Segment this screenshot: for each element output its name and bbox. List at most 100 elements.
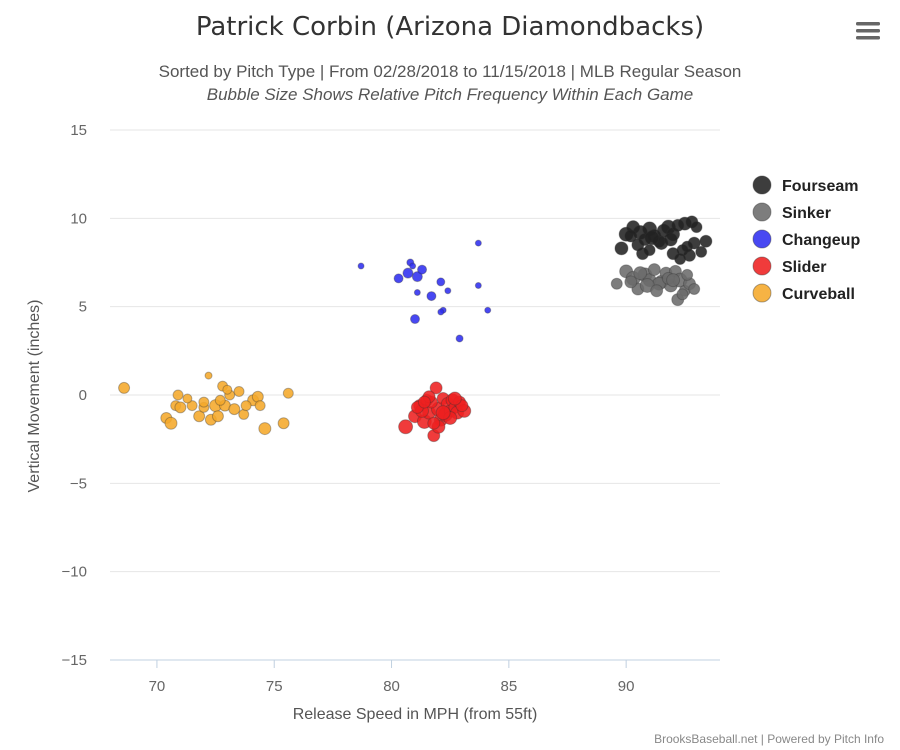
data-point[interactable] (610, 277, 623, 290)
chart-title: Patrick Corbin (Arizona Diamondbacks) (196, 12, 704, 42)
data-point[interactable] (204, 371, 213, 380)
series-curveball (118, 371, 294, 436)
data-points (118, 215, 713, 443)
data-point[interactable] (222, 384, 233, 395)
data-point[interactable] (402, 267, 414, 279)
legend-label: Changeup (782, 232, 860, 249)
legend-label: Sinker (782, 205, 831, 222)
data-point[interactable] (409, 262, 417, 270)
legend-marker (752, 283, 772, 303)
data-point[interactable] (182, 393, 193, 404)
legend-item-fourseam[interactable]: Fourseam (752, 175, 858, 195)
x-tick-label: 80 (383, 678, 400, 695)
data-point[interactable] (118, 381, 131, 394)
data-point[interactable] (258, 422, 272, 436)
data-point[interactable] (681, 240, 694, 253)
legend-item-sinker[interactable]: Sinker (752, 202, 831, 222)
data-point[interactable] (699, 234, 713, 248)
data-point[interactable] (650, 284, 664, 298)
y-tick-label: 0 (79, 387, 87, 404)
data-point[interactable] (690, 221, 703, 234)
data-point[interactable] (282, 387, 294, 399)
data-point[interactable] (681, 268, 694, 281)
legend-item-curveball[interactable]: Curveball (752, 283, 855, 303)
data-point[interactable] (228, 403, 241, 416)
data-point[interactable] (666, 273, 681, 288)
data-point[interactable] (172, 389, 184, 401)
x-tick-label: 70 (149, 678, 166, 695)
data-point[interactable] (240, 400, 252, 412)
data-point[interactable] (444, 287, 452, 295)
data-point[interactable] (427, 416, 441, 430)
x-axis-label: Release Speed in MPH (from 55ft) (293, 706, 538, 723)
y-axis-label: Vertical Movement (inches) (26, 300, 43, 493)
x-tick-label: 85 (501, 678, 518, 695)
y-tick-label: −5 (70, 475, 87, 492)
y-tick-label: −10 (62, 564, 87, 581)
data-point[interactable] (164, 416, 178, 430)
data-point[interactable] (193, 410, 206, 423)
data-point[interactable] (484, 306, 492, 314)
data-point[interactable] (688, 283, 701, 295)
data-point[interactable] (186, 400, 198, 412)
credits-link[interactable]: BrooksBaseball.net | Powered by Pitch In… (654, 732, 884, 746)
legend-label: Curveball (782, 286, 855, 303)
data-point[interactable] (436, 277, 446, 287)
data-point[interactable] (198, 396, 210, 408)
data-point[interactable] (429, 381, 443, 395)
data-point[interactable] (254, 400, 266, 412)
data-point[interactable] (174, 401, 187, 414)
series-changeup (357, 239, 492, 343)
data-point[interactable] (413, 289, 421, 297)
legend-marker (752, 175, 772, 195)
data-point[interactable] (455, 334, 464, 343)
data-point[interactable] (417, 395, 431, 409)
data-point[interactable] (644, 230, 660, 246)
legend-item-slider[interactable]: Slider (752, 256, 826, 276)
y-tick-label: 5 (79, 299, 87, 316)
legend: Fourseam Sinker Changeup Slider Curveball (752, 175, 860, 303)
data-point[interactable] (633, 266, 648, 281)
data-point[interactable] (695, 245, 708, 258)
series-slider (398, 381, 472, 443)
data-point[interactable] (437, 308, 445, 316)
y-tick-label: −15 (62, 652, 87, 669)
series-sinker (610, 263, 701, 307)
data-point[interactable] (624, 275, 638, 289)
data-point[interactable] (277, 417, 290, 430)
data-point[interactable] (624, 229, 638, 243)
x-tick-label: 90 (618, 678, 635, 695)
data-point[interactable] (435, 405, 451, 421)
x-tick-label: 75 (266, 678, 283, 695)
data-point[interactable] (410, 314, 420, 325)
data-point[interactable] (393, 273, 404, 284)
data-point[interactable] (211, 410, 224, 423)
legend-item-changeup[interactable]: Changeup (752, 229, 860, 249)
data-point[interactable] (676, 288, 689, 301)
chart-subtitle-bubble-note: Bubble Size Shows Relative Pitch Frequen… (207, 85, 693, 104)
data-point[interactable] (447, 391, 462, 406)
data-point[interactable] (417, 264, 428, 275)
data-point[interactable] (674, 252, 687, 265)
menu-icon[interactable] (856, 22, 880, 40)
data-point[interactable] (214, 394, 226, 406)
series-fourseam (614, 215, 713, 265)
data-point[interactable] (474, 239, 482, 247)
data-point[interactable] (398, 419, 414, 435)
gridlines (110, 129, 720, 573)
data-point[interactable] (636, 247, 650, 261)
chart-subtitle: Sorted by Pitch Type | From 02/28/2018 t… (159, 62, 742, 81)
data-point[interactable] (357, 262, 365, 270)
legend-label: Fourseam (782, 178, 858, 195)
legend-marker (752, 229, 772, 249)
data-point[interactable] (474, 281, 482, 289)
legend-marker (752, 202, 772, 222)
data-point[interactable] (426, 291, 437, 302)
data-point[interactable] (663, 232, 678, 247)
data-point[interactable] (233, 385, 245, 397)
data-point[interactable] (647, 263, 661, 277)
data-point[interactable] (614, 241, 629, 256)
data-point[interactable] (411, 271, 423, 283)
legend-label: Slider (782, 259, 826, 276)
